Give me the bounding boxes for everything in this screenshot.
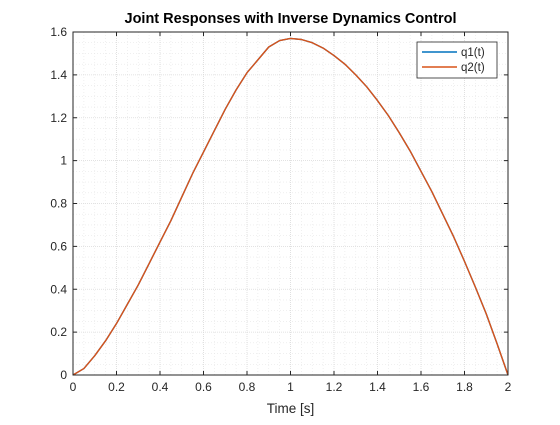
y-tick-label: 1.4: [50, 68, 67, 82]
y-tick-label: 0: [60, 368, 67, 382]
x-tick-label: 0.8: [239, 380, 256, 394]
y-tick-label: 0.8: [50, 197, 67, 211]
x-axis-label: Time [s]: [267, 401, 315, 416]
y-tick-label: 1: [60, 154, 67, 168]
y-tick-labels: 0 0.2 0.4 0.6 0.8 1 1.2 1.4 1.6: [50, 25, 67, 382]
y-tick-label: 0.4: [50, 282, 67, 296]
x-tick-label: 1.6: [413, 380, 430, 394]
y-tick-label: 0.6: [50, 239, 67, 253]
legend-label-1: q1(t): [461, 47, 485, 59]
legend-label-2: q2(t): [461, 62, 485, 74]
x-tick-label: 0.2: [108, 380, 125, 394]
chart-title: Joint Responses with Inverse Dynamics Co…: [125, 11, 457, 27]
legend-box: [416, 41, 498, 79]
legend[interactable]: q1(t) q2(t): [416, 41, 498, 79]
x-tick-label: 1.2: [326, 380, 343, 394]
legend-entries: q1(t) q2(t): [422, 47, 485, 74]
x-tick-label: 1: [287, 380, 294, 394]
x-tick-label: 1.8: [456, 380, 473, 394]
x-tick-labels: 0 0.2 0.4 0.6 0.8 1 1.2 1.4 1.6 1.8 2: [70, 380, 512, 394]
x-tick-label: 0.4: [152, 380, 169, 394]
y-tick-label: 1.6: [50, 25, 67, 39]
ticks: [72, 31, 509, 376]
x-tick-label: 2: [505, 380, 512, 394]
x-tick-label: 0: [70, 380, 77, 394]
y-tick-label: 0.2: [50, 325, 67, 339]
x-tick-label: 1.4: [369, 380, 386, 394]
x-tick-label: 0.6: [195, 380, 212, 394]
series-line-2: [72, 37, 509, 376]
series-layer: [72, 37, 509, 376]
y-tick-label: 1.2: [50, 111, 67, 125]
